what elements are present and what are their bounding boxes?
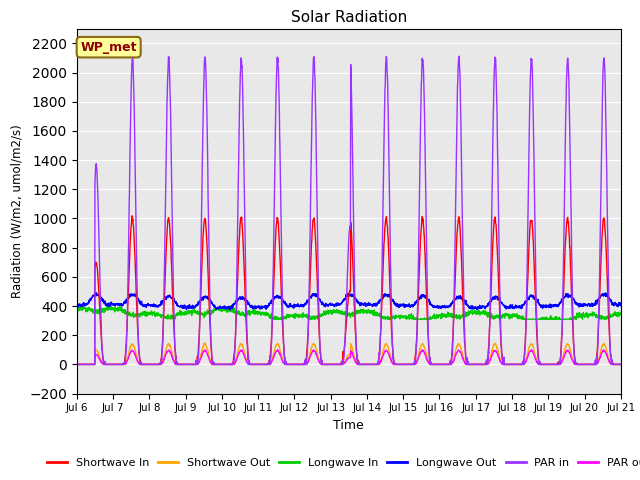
Longwave Out — [584, 301, 592, 307]
PAR in — [365, 361, 372, 367]
Shortwave In — [73, 361, 81, 367]
Longwave In — [617, 311, 625, 316]
PAR out — [569, 359, 577, 364]
Y-axis label: Radiation (W/m2, umol/m2/s): Radiation (W/m2, umol/m2/s) — [11, 124, 24, 298]
Longwave In — [584, 312, 592, 318]
Shortwave Out — [73, 361, 81, 367]
Shortwave Out — [584, 361, 592, 367]
Line: Longwave Out: Longwave Out — [77, 293, 621, 310]
Longwave Out — [508, 304, 515, 310]
Legend: Shortwave In, Shortwave Out, Longwave In, Longwave Out, PAR in, PAR out: Shortwave In, Shortwave Out, Longwave In… — [43, 454, 640, 473]
Shortwave Out — [569, 357, 577, 363]
PAR in — [129, 52, 136, 58]
Shortwave In — [617, 361, 625, 367]
Shortwave Out — [507, 361, 515, 367]
Shortwave Out — [376, 358, 384, 364]
PAR in — [569, 313, 577, 319]
PAR out — [584, 361, 592, 367]
Longwave Out — [73, 302, 81, 308]
Shortwave In — [129, 213, 136, 219]
Shortwave In — [569, 326, 577, 332]
Shortwave In — [365, 361, 372, 367]
Longwave In — [106, 302, 113, 308]
Longwave Out — [227, 307, 234, 313]
Title: Solar Radiation: Solar Radiation — [291, 10, 407, 25]
Line: Longwave In: Longwave In — [77, 305, 621, 319]
PAR out — [225, 361, 232, 367]
Shortwave In — [376, 334, 384, 339]
Longwave In — [365, 310, 372, 315]
Longwave Out — [570, 296, 577, 302]
PAR out — [507, 361, 515, 367]
PAR in — [584, 361, 592, 367]
PAR in — [507, 361, 515, 367]
Longwave In — [73, 307, 81, 313]
PAR in — [617, 361, 625, 367]
PAR out — [73, 361, 81, 367]
PAR out — [527, 347, 535, 353]
Shortwave Out — [200, 340, 208, 346]
PAR out — [376, 360, 384, 365]
Longwave Out — [377, 298, 385, 303]
Shortwave In — [507, 361, 515, 367]
PAR in — [73, 361, 81, 367]
Shortwave Out — [617, 361, 625, 367]
Text: WP_met: WP_met — [81, 41, 137, 54]
Line: PAR in: PAR in — [77, 55, 621, 364]
PAR out — [365, 361, 372, 367]
Longwave In — [171, 316, 179, 322]
PAR out — [617, 361, 625, 367]
Line: PAR out: PAR out — [77, 350, 621, 364]
Longwave Out — [365, 302, 372, 308]
Longwave In — [508, 314, 515, 320]
Longwave In — [570, 315, 577, 321]
Longwave In — [225, 308, 233, 313]
Shortwave In — [584, 361, 592, 367]
Shortwave Out — [365, 361, 372, 367]
Longwave In — [377, 311, 385, 317]
Longwave Out — [93, 290, 100, 296]
PAR in — [376, 333, 384, 339]
PAR in — [225, 361, 232, 367]
Line: Shortwave Out: Shortwave Out — [77, 343, 621, 364]
Longwave Out — [225, 305, 232, 311]
Shortwave Out — [225, 361, 232, 367]
X-axis label: Time: Time — [333, 419, 364, 432]
Longwave Out — [617, 303, 625, 309]
Line: Shortwave In: Shortwave In — [77, 216, 621, 364]
Shortwave In — [225, 361, 232, 367]
